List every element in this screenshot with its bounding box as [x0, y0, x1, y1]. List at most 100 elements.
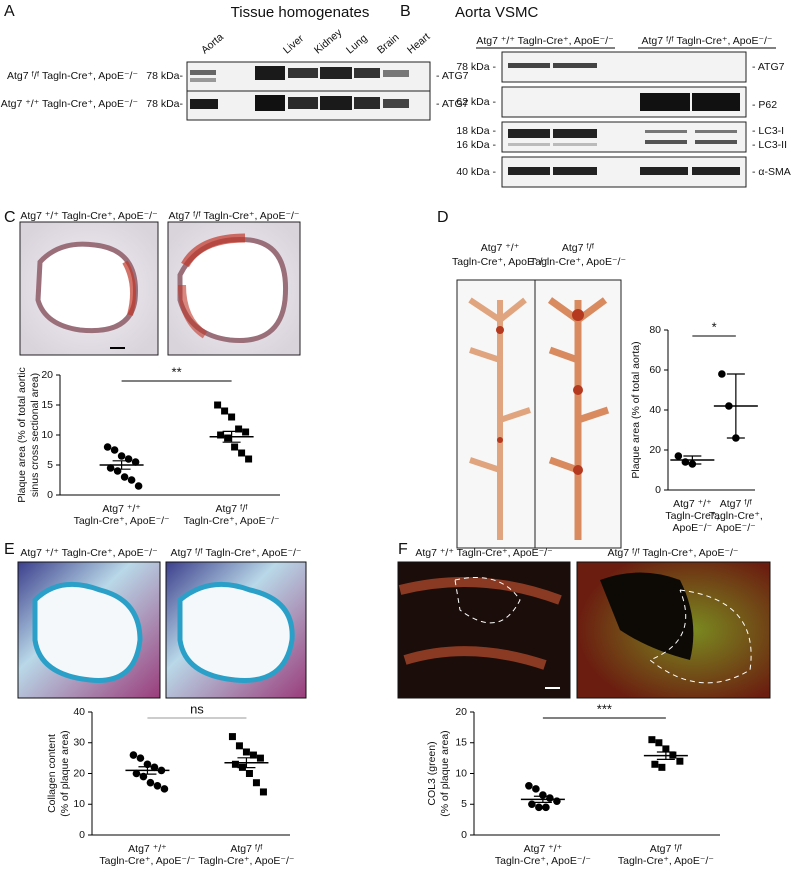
blot-a: [186, 61, 431, 121]
data-point: [532, 785, 540, 793]
data-point: [153, 782, 162, 790]
data-point: [542, 803, 550, 812]
image-label: Atg7 ⁺/⁺: [481, 242, 520, 254]
data-point: [120, 473, 129, 481]
kda-label: 40 kDa -: [456, 166, 496, 178]
data-point: [658, 763, 666, 771]
y-tick-label: 20: [455, 706, 467, 718]
data-point: [117, 452, 126, 460]
y-tick-label: 20: [73, 767, 85, 779]
kda-label: 78 kDa-: [146, 98, 183, 110]
data-point: [249, 751, 257, 759]
y-tick-label: 5: [47, 459, 53, 471]
data-point: [228, 413, 236, 421]
panel-title: Aorta VSMC: [455, 4, 539, 21]
data-point: [224, 434, 232, 442]
kda-label: 78 kDa -: [456, 61, 496, 73]
data-point: [136, 754, 145, 762]
data-point: [676, 757, 684, 765]
lane-label: Liver: [281, 32, 307, 56]
data-point: [160, 785, 169, 793]
histology-c: [19, 221, 301, 356]
y-tick-label: 10: [73, 798, 85, 810]
x-tick-label: Tagln-Cre⁺,: [665, 510, 719, 522]
y-axis-label: Collagen content: [46, 734, 58, 813]
data-point: [214, 401, 222, 409]
panel-letter: B: [400, 3, 411, 20]
data-point: [553, 797, 561, 805]
data-point: [134, 482, 143, 490]
x-tick-label: Tagln-Cre⁺, ApoE⁻/⁻: [495, 855, 591, 867]
data-point: [535, 803, 543, 812]
protein-label: - LC3-II: [752, 139, 787, 151]
image-label: Atg7 ᶠ/ᶠ Tagln-Cre⁺, ApoE⁻/⁻: [608, 547, 739, 559]
y-tick-label: 10: [41, 429, 53, 441]
data-point: [245, 455, 253, 463]
aorta-en-face-d: [456, 279, 622, 549]
image-label: Atg7 ᶠ/ᶠ Tagln-Cre⁺, ApoE⁻/⁻: [171, 547, 302, 559]
x-tick-label: Tagln-Cre⁺, ApoE⁻/⁻: [74, 515, 170, 527]
data-point: [539, 791, 547, 799]
kda-label: 18 kDa -: [456, 125, 496, 137]
x-tick-label: Tagln-Cre⁺, ApoE⁻/⁻: [99, 855, 195, 867]
x-tick-label: ApoE⁻/⁻: [716, 522, 756, 534]
lane-label: Heart: [405, 31, 432, 57]
x-tick-label: Atg7 ᶠ/ᶠ: [230, 843, 263, 855]
lane-label: Lung: [344, 32, 370, 56]
data-point: [129, 751, 138, 759]
histology-e: [17, 561, 307, 699]
data-point: [242, 748, 250, 756]
data-point: [256, 754, 264, 762]
lane-label: Kidney: [312, 26, 345, 56]
x-tick-label: Atg7 ⁺/⁺: [673, 498, 712, 510]
data-point: [217, 431, 225, 439]
row-label: Atg7 ᶠ/ᶠ Tagln-Cre⁺, ApoE⁻/⁻: [7, 70, 138, 82]
data-point: [231, 443, 239, 451]
y-tick-label: 5: [461, 798, 467, 810]
lane-label: Brain: [375, 31, 402, 56]
kda-label: 62 kDa -: [456, 96, 496, 108]
panel-letter: C: [4, 209, 16, 226]
data-point: [648, 736, 656, 744]
data-point: [113, 467, 122, 475]
y-tick-label: 40: [73, 706, 85, 718]
panel-letter: A: [4, 3, 15, 20]
image-label: Atg7 ⁺/⁺ Tagln-Cre⁺, ApoE⁻/⁻: [20, 210, 158, 222]
data-point: [245, 770, 253, 777]
protein-label: - α-SMA: [752, 166, 791, 178]
kda-label: 16 kDa -: [456, 139, 496, 151]
data-point: [242, 428, 250, 436]
lane-label: Aorta: [199, 31, 226, 56]
x-tick-label: Tagln-Cre⁺,: [709, 510, 763, 522]
data-point: [674, 452, 683, 460]
x-tick-label: Tagln-Cre⁺, ApoE⁻/⁻: [198, 855, 294, 867]
data-point: [146, 778, 155, 787]
y-axis-label: Plaque area (% of total aorta): [630, 341, 642, 478]
x-tick-label: Tagln-Cre⁺, ApoE⁻/⁻: [184, 515, 280, 527]
x-tick-label: Atg7 ᶠ/ᶠ: [215, 503, 248, 515]
data-point: [131, 458, 140, 466]
y-tick-label: 0: [461, 829, 467, 841]
y-tick-label: 30: [73, 737, 85, 749]
data-point: [718, 370, 726, 378]
panel-title: Tissue homogenates: [231, 4, 370, 21]
data-point: [110, 446, 119, 454]
blot-b: [476, 47, 776, 188]
data-point: [221, 407, 229, 415]
image-label: Atg7 ᶠ/ᶠ Tagln-Cre⁺, ApoE⁻/⁻: [169, 210, 300, 222]
data-point: [546, 794, 554, 802]
significance-label: ***: [597, 701, 612, 716]
x-tick-label: Atg7 ᶠ/ᶠ: [720, 498, 753, 510]
panel-letter: D: [437, 209, 449, 226]
data-point: [127, 476, 136, 484]
data-point: [124, 455, 133, 463]
y-tick-label: 20: [41, 369, 53, 381]
data-point: [662, 745, 670, 753]
significance-label: *: [712, 319, 717, 334]
y-axis-label: Plaque area (% of total aortic: [16, 367, 28, 502]
panel-letter: F: [398, 541, 408, 558]
x-tick-label: ApoE⁻/⁻: [673, 522, 713, 534]
y-tick-label: 20: [649, 444, 661, 456]
y-tick-label: 40: [649, 404, 661, 416]
